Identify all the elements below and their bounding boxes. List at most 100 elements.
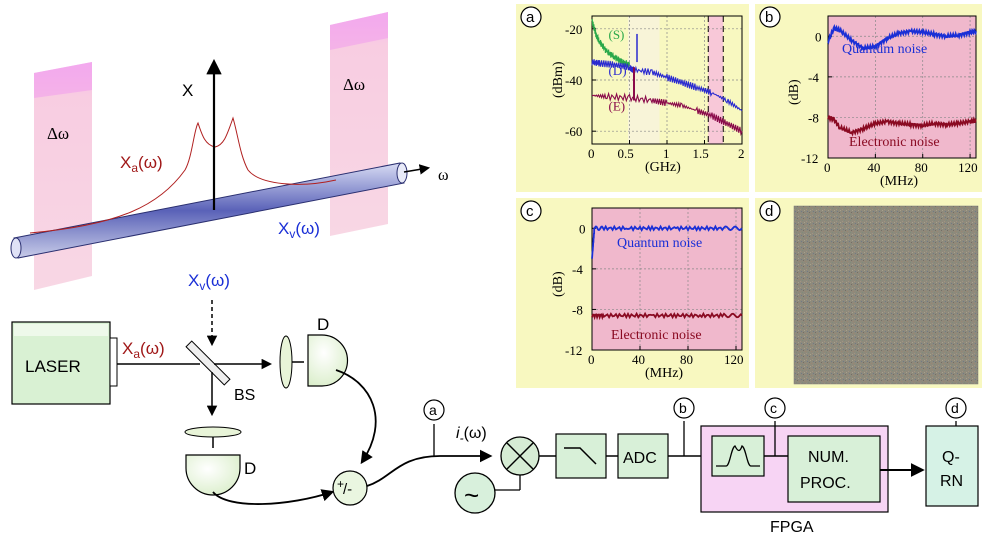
num-proc-box: [787, 435, 881, 503]
series-line: [591, 19, 631, 68]
x-tick-label: 1: [663, 146, 670, 161]
x-tick-label: 2: [738, 146, 745, 161]
lens-top: [279, 335, 293, 389]
fpga-bandpass-filter: [711, 435, 765, 477]
svg-text:b: b: [765, 9, 773, 26]
y-tick-label: -40: [565, 73, 582, 88]
x-axis-label: X: [182, 81, 193, 100]
y-tick-label: 0: [579, 221, 586, 236]
svg-text:a: a: [429, 402, 437, 418]
panel-a-letter-badge: a: [520, 6, 542, 28]
y-tick-label: -4: [572, 262, 583, 277]
fpga-label: FPGA: [770, 519, 814, 536]
mixer: [500, 436, 540, 476]
series-line: [827, 23, 977, 52]
series-line: [591, 311, 743, 321]
fpga-block: FPGA c NUM. PROC.: [700, 397, 889, 536]
xa-spectrum-curve: [29, 116, 337, 234]
qrn-box: Q- RN: [925, 425, 979, 507]
y-tick-label: 0: [815, 29, 822, 44]
x-tick-label: 80: [915, 160, 928, 175]
svg-text:+: +: [337, 477, 344, 491]
panel-d: d: [755, 198, 982, 388]
y-tick-label: -60: [565, 124, 582, 139]
panel-b-letter-badge: b: [759, 6, 781, 28]
svg-text:/-: /-: [343, 481, 352, 498]
svg-text:~: ~: [464, 480, 479, 510]
adc-box: ADC: [617, 433, 669, 479]
quantum-noise-label: Quantum noise: [617, 236, 702, 251]
panel-a: a 0 0.5 1 1.5 2 -20 -40 -60 (GHz) (dBm) (S) (D) (E): [516, 4, 749, 192]
y-tick-label: -8: [572, 302, 583, 317]
svg-text:NUM.: NUM.: [808, 449, 849, 466]
y-tick-label: -12: [801, 151, 818, 166]
lowpass-filter: [555, 433, 607, 479]
laser-box: LASER: [11, 321, 118, 405]
current-label: i-(ω): [456, 425, 487, 445]
panel-c-letter-badge: c: [520, 200, 542, 222]
lens-bottom: [184, 426, 242, 438]
x-axis-label: (GHz): [645, 160, 681, 175]
random-noise-image: [793, 205, 979, 385]
delta-omega-right: Δω: [343, 75, 365, 94]
x-axis-label: (MHz): [880, 174, 918, 189]
omega-axis: [403, 164, 431, 175]
x-tick-label: 0: [588, 146, 595, 161]
svg-text:RN: RN: [940, 473, 963, 490]
vacuum-beam-cylinder: [10, 162, 408, 259]
y-axis-label: (dB): [551, 271, 566, 297]
y-tick-label: -8: [808, 110, 819, 125]
subtraction-node: + /-: [332, 470, 368, 506]
x-tick-label: 80: [680, 352, 693, 367]
xa-label: Xa(ω): [120, 153, 163, 175]
experimental-setup: LASER Xa(ω) Xv(ω) BS D D + /-: [11, 271, 979, 536]
y-tick-label: -12: [565, 343, 582, 358]
panel-d-letter-badge: d: [759, 200, 781, 222]
svg-text:b: b: [679, 400, 687, 416]
plot-a-sideband-band: [708, 16, 724, 144]
x-axis-label: (MHz): [645, 366, 683, 381]
series-line: [591, 91, 743, 137]
y-tick-label: -20: [565, 22, 582, 37]
setup-xv-label: Xv(ω): [188, 271, 230, 293]
x-tick-label: 120: [958, 160, 978, 175]
svg-text:a: a: [526, 9, 535, 26]
x-tick-label: 120: [724, 352, 744, 367]
x-tick-label: 40: [867, 160, 880, 175]
omega-axis-label: ω: [438, 167, 449, 184]
tap-d-marker: [945, 397, 967, 419]
detector-bottom: [185, 454, 241, 496]
series-annotation: (E): [609, 99, 626, 114]
detector-top: [307, 334, 349, 387]
beam-splitter: [185, 340, 231, 386]
svg-text:d: d: [951, 400, 959, 416]
svg-text:d: d: [765, 203, 773, 220]
detector-bottom-label: D: [244, 459, 256, 478]
x-tick-label: 0: [588, 352, 595, 367]
x-tick-label: 0: [824, 160, 831, 175]
series-line: [827, 115, 977, 137]
svg-text:PROC.: PROC.: [800, 475, 851, 492]
adc-label: ADC: [623, 450, 657, 467]
panel-c: c 0 40 80 120 0 -4 -8 -12 (MHz) (dB) Quantum noise E…: [516, 198, 749, 388]
spectrum-3d-diagram: ω X Δω Δω Xa(ω) Xv(ω): [10, 12, 449, 290]
series-line: [591, 59, 743, 112]
series-line: [591, 224, 743, 259]
panel-b: b 0 40 80 120 0 -4 -8 -12 (MHz) (dB) Quantum noise E…: [755, 4, 982, 192]
svg-text:c: c: [526, 203, 534, 220]
electronic-noise-label: Electronic noise: [611, 328, 702, 343]
result-panels: a0 0.5 1 1.5 2-20-40-60(GHz)(dBm)(S)(D)(E)b0…: [516, 4, 982, 388]
quantum-noise-label: Quantum noise: [842, 42, 927, 57]
series-annotation: (D): [609, 63, 627, 78]
tap-a-marker: [423, 399, 445, 421]
y-axis-label: (dBm): [551, 61, 566, 98]
tap-c-marker: [764, 397, 786, 419]
bs-label: BS: [234, 387, 255, 404]
series-annotation: (S): [609, 27, 625, 42]
electronic-noise-label: Electronic noise: [849, 135, 940, 150]
delta-omega-left: Δω: [47, 124, 69, 143]
x-tick-label: 40: [632, 352, 645, 367]
y-axis-label: (dB): [787, 79, 802, 105]
detector-top-label: D: [317, 315, 329, 334]
